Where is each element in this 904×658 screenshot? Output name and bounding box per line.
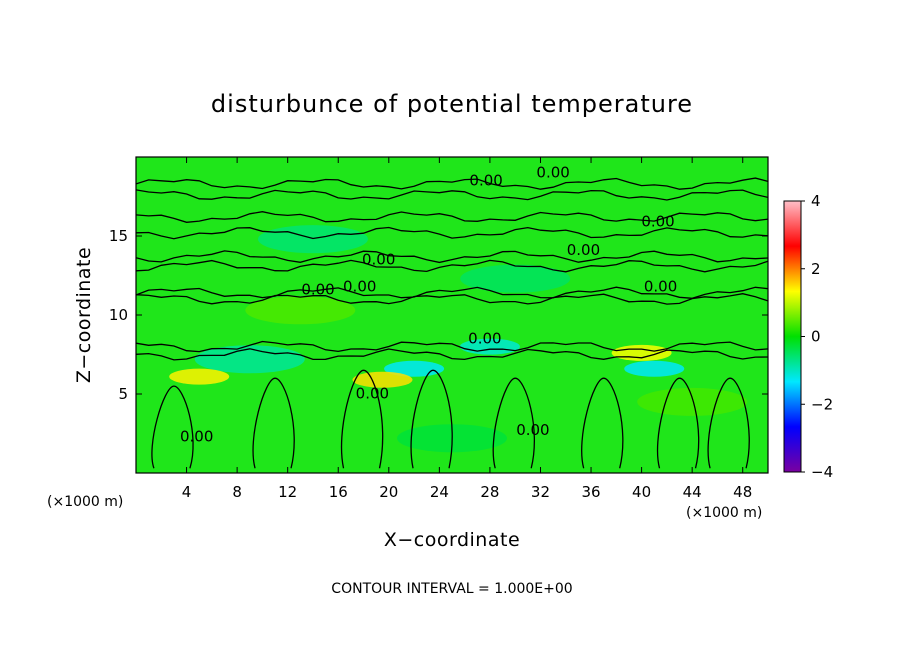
contour-line-4 — [136, 250, 768, 264]
field-patch-10 — [637, 387, 748, 416]
field-patch-5 — [194, 345, 305, 374]
contour-label-11: 0.00 — [516, 421, 549, 439]
contour-label-10: 0.00 — [356, 385, 389, 403]
colorbar-scale — [783, 200, 802, 473]
plume-contour-4 — [492, 377, 535, 469]
y-unit-label: (×1000 m) — [47, 494, 123, 510]
contour-label-3: 0.00 — [567, 241, 600, 259]
x-tick-label-16: 16 — [329, 483, 348, 501]
y-axis-title: Z−coordinate — [73, 247, 95, 383]
x-axis-title: X−coordinate — [384, 529, 520, 551]
x-tick-label-44: 44 — [683, 483, 702, 501]
plume-contour-2 — [340, 369, 384, 469]
field-patch-3 — [460, 264, 571, 293]
contour-label-7: 0.00 — [644, 277, 677, 295]
x-tick-label-8: 8 — [232, 483, 242, 501]
contour-label-0: 0.00 — [469, 171, 502, 189]
colorbar-tick-label-3: −2 — [811, 395, 833, 413]
x-tick-label-12: 12 — [278, 483, 297, 501]
field-patch-6 — [352, 371, 413, 388]
contour-interval-note: CONTOUR INTERVAL = 1.000E+00 — [331, 581, 572, 597]
field-patch-7 — [611, 344, 672, 361]
contour-line-7 — [136, 293, 768, 305]
contour-label-6: 0.00 — [343, 277, 376, 295]
contour-line-6 — [136, 286, 768, 299]
plume-contour-7 — [707, 377, 750, 469]
contour-line-1 — [136, 189, 768, 201]
field-patch-2 — [624, 360, 685, 377]
field-patch-11 — [245, 296, 356, 325]
contour-label-4: 0.00 — [362, 250, 395, 268]
x-tick-label-36: 36 — [581, 483, 600, 501]
colorbar-tick-label-4: −4 — [811, 463, 833, 481]
x-tick-label-32: 32 — [531, 483, 550, 501]
y-tick-label-15: 15 — [109, 227, 128, 245]
contour-line-5 — [136, 259, 768, 273]
contour-line-9 — [136, 348, 768, 361]
plume-contour-3 — [410, 369, 453, 469]
contour-label-1: 0.00 — [536, 164, 569, 182]
plume-contour-6 — [656, 377, 700, 469]
contour-lines — [136, 177, 768, 469]
contour-label-8: 0.00 — [468, 329, 501, 347]
contour-line-3 — [136, 226, 768, 240]
x-ticks: 4 8 12 16 20 24 28 32 36 40 44 48 — [182, 157, 752, 501]
contour-labels: 0.00 0.00 0.00 0.00 0.00 0.00 0.00 0.00 0.00 0.00… — [180, 164, 677, 446]
chart-title: disturbunce of potential temperature — [211, 90, 693, 118]
y-tick-label-5: 5 — [118, 385, 128, 403]
x-tick-label-28: 28 — [480, 483, 499, 501]
contour-label-9: 0.00 — [180, 427, 213, 445]
plot-area: 0.00 0.00 0.00 0.00 0.00 0.00 0.00 0.00 0.00 0.00… — [109, 156, 769, 501]
colorbar-tick-label-0: 4 — [811, 192, 821, 210]
y-ticks: 5 10 15 — [109, 227, 768, 403]
x-tick-label-24: 24 — [430, 483, 449, 501]
contour-line-8 — [136, 340, 768, 353]
contour-line-2 — [136, 211, 768, 223]
x-tick-label-20: 20 — [379, 483, 398, 501]
plume-contour-1 — [252, 377, 295, 469]
y-tick-label-10: 10 — [109, 306, 128, 324]
plume-contour-5 — [581, 377, 624, 469]
colorbar: 4 2 0 −2 −4 — [783, 192, 833, 481]
colorbar-ticks: 4 2 0 −2 −4 — [801, 192, 833, 481]
colorbar-tick-label-1: 2 — [811, 260, 821, 278]
contour-label-2: 0.00 — [641, 213, 674, 231]
contour-label-5: 0.00 — [301, 280, 334, 298]
x-unit-label: (×1000 m) — [686, 505, 762, 521]
plume-contour-0 — [151, 385, 194, 469]
colorbar-tick-label-2: 0 — [811, 328, 821, 346]
field-patch-8 — [169, 368, 230, 385]
x-tick-label-4: 4 — [182, 483, 192, 501]
x-tick-label-48: 48 — [733, 483, 752, 501]
contour-line-0 — [136, 177, 768, 190]
x-tick-label-40: 40 — [632, 483, 651, 501]
